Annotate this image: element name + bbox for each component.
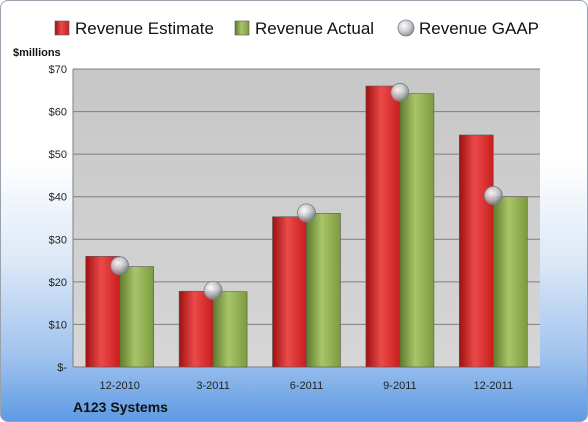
bar-revenue-estimate <box>365 85 401 368</box>
bar-revenue-estimate <box>272 216 307 368</box>
bar-revenue-estimate <box>85 256 120 368</box>
bar-revenue-estimate <box>458 134 494 368</box>
y-tick-label: $20 <box>49 277 67 289</box>
bar-revenue-estimate <box>178 290 214 368</box>
legend-revenue-gaap-label: Revenue GAAP <box>419 19 539 38</box>
x-tick-label: 9-2011 <box>383 380 416 392</box>
marker-revenue-gaap <box>203 280 223 300</box>
x-tick-label: 6-2011 <box>290 380 323 392</box>
y-tick-label: $50 <box>49 149 67 161</box>
legend-revenue-gaap-swatch <box>397 19 415 37</box>
bar-revenue-actual <box>399 93 435 368</box>
marker-revenue-gaap <box>297 203 316 223</box>
legend-revenue-actual-swatch <box>234 20 250 36</box>
bar-revenue-actual <box>306 213 341 368</box>
legend-revenue-estimate-swatch <box>54 20 70 36</box>
y-tick-label: $- <box>57 362 67 374</box>
bar-revenue-actual <box>212 291 248 368</box>
legend-revenue-estimate-label: Revenue Estimate <box>75 19 214 38</box>
legend-revenue-actual-label: Revenue Actual <box>255 19 374 38</box>
marker-revenue-gaap <box>390 83 410 102</box>
x-tick-label: 12-2010 <box>100 380 140 392</box>
y-axis-title: $millions <box>13 47 61 59</box>
bar-revenue-actual <box>492 196 528 368</box>
marker-revenue-gaap <box>110 256 130 276</box>
y-tick-label: $60 <box>49 107 67 119</box>
y-tick-label: $40 <box>49 192 67 204</box>
y-tick-label: $10 <box>49 319 67 331</box>
x-tick-label: 3-2011 <box>196 380 229 392</box>
bar-revenue-actual <box>119 266 154 368</box>
marker-revenue-gaap <box>483 186 503 205</box>
company-name: A123 Systems <box>73 399 168 415</box>
y-tick-label: $30 <box>49 234 67 246</box>
y-tick-label: $70 <box>49 64 67 76</box>
x-tick-label: 12-2011 <box>474 380 514 392</box>
